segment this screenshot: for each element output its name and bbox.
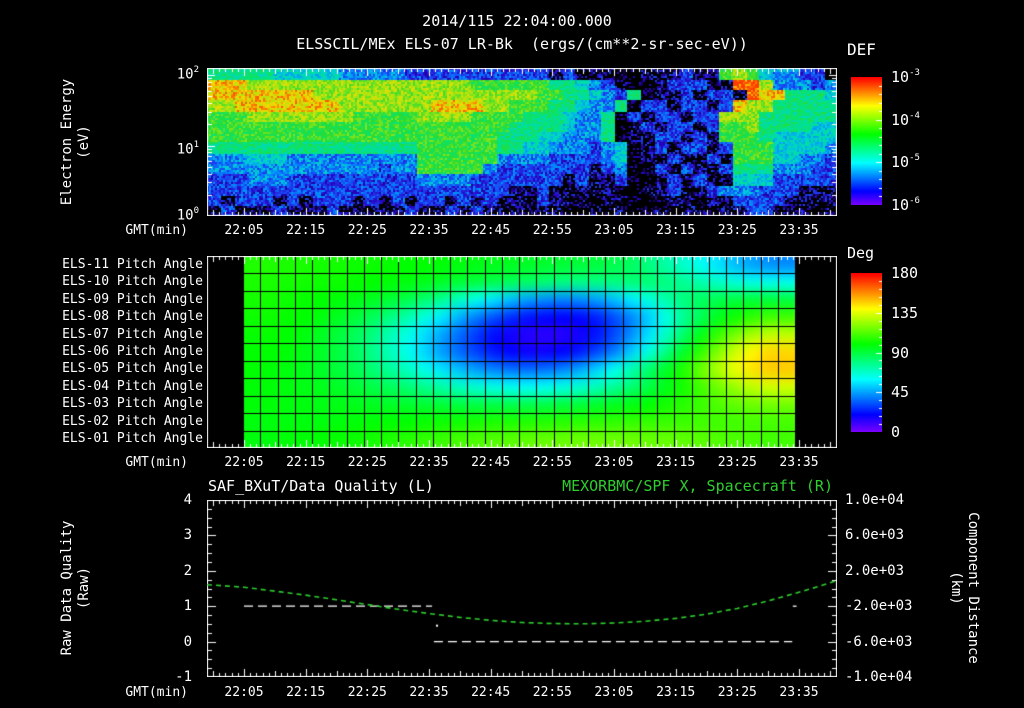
time-tick-quality-22:25: 22:25 [347,685,387,700]
time-tick-spectrogram-22:15: 22:15 [286,223,326,238]
time-tick-pitch-22:35: 22:35 [409,455,449,470]
time-tick-spectrogram-22:35: 22:35 [409,223,449,238]
quality-ytick-2: 2 [183,562,192,579]
time-tick-spectrogram-23:15: 23:15 [656,223,696,238]
time-tick-pitch-22:45: 22:45 [471,455,511,470]
def-cb-tick-2: 10-5 [891,153,920,172]
deg-cb-tick-45: 45 [891,383,910,402]
def-cb-tick-1: 10-4 [891,110,920,129]
def-cb-tick-0: 10-3 [891,68,920,86]
time-tick-spectrogram-22:45: 22:45 [471,223,511,238]
electron-energy-spectrogram [207,68,837,216]
time-tick-pitch-23:25: 23:25 [717,455,757,470]
page-subtitle: ELSSCIL/MEx ELS-07 LR-Bk (ergs/(cm**2-sr… [296,35,748,53]
quality-ytick-0: 0 [183,633,192,650]
distance-ytick-3: -2.0e+03 [845,598,913,615]
time-tick-spectrogram-22:55: 22:55 [532,223,572,238]
quality-ytick--1: -1 [175,669,192,685]
deg-cb-tick-180: 180 [891,264,919,282]
distance-ytick-0: 1.0e+04 [845,492,905,508]
pitch-row-label-8: ELS-08 Pitch Angle [62,309,203,325]
deg-cb-tick-90: 90 [891,343,910,362]
time-tick-pitch-23:35: 23:35 [779,455,819,470]
pitch-row-label-4: ELS-04 Pitch Angle [62,378,203,394]
pitch-row-label-6: ELS-06 Pitch Angle [62,343,203,359]
gmt-axis-label-pitch: GMT(min) [125,455,188,470]
def-cb-tick-3: 10-6 [891,196,920,214]
time-tick-spectrogram-23:35: 23:35 [779,223,819,238]
spec-ytick-10^1: 101 [176,140,199,158]
pitch-row-label-11: ELS-11 Pitch Angle [62,256,203,272]
quality-ytick-4: 4 [183,492,192,508]
quality-ytick-1: 1 [183,598,192,615]
distance-ytick-1: 6.0e+03 [845,527,905,544]
quality-distance-plot [207,500,837,677]
spectrogram-y-axis-label: Electron Energy (eV) [59,78,92,206]
deg-colorbar-title: Deg [847,244,875,262]
deg-cb-tick-0: 0 [891,423,901,441]
deg-colorbar [851,273,882,432]
def-colorbar [851,77,882,205]
spec-ytick-10^0: 100 [176,206,199,224]
time-tick-quality-22:15: 22:15 [286,685,326,700]
def-colorbar-title: DEF [847,40,876,59]
quality-left-title: SAF_BXuT/Data Quality (L) [208,477,434,495]
page-title: 2014/115 22:04:00.000 [422,12,612,30]
time-tick-quality-22:35: 22:35 [409,685,449,700]
quality-right-title: MEXORBMC/SPF X, Spacecraft (R) [562,477,833,495]
pitch-row-label-10: ELS-10 Pitch Angle [62,274,203,290]
time-tick-quality-22:05: 22:05 [224,685,264,700]
pitch-row-label-7: ELS-07 Pitch Angle [62,326,203,342]
gmt-axis-label-spectrogram: GMT(min) [125,223,188,238]
time-tick-quality-23:05: 23:05 [594,685,634,700]
quality-y-axis-label: Raw Data Quality (Raw) [59,520,92,656]
time-tick-quality-23:35: 23:35 [779,685,819,700]
time-tick-pitch-22:15: 22:15 [286,455,326,470]
pitch-row-label-2: ELS-02 Pitch Angle [62,413,203,429]
pitch-angle-heatmap [207,256,837,448]
spec-ytick-10^2: 102 [176,65,199,83]
distance-y-axis-label: Component Distance (km) [948,512,981,664]
time-tick-pitch-22:55: 22:55 [532,455,572,470]
distance-ytick-5: -1.0e+04 [845,669,913,685]
deg-cb-tick-135: 135 [891,303,919,322]
pitch-row-label-1: ELS-01 Pitch Angle [62,431,203,447]
time-tick-spectrogram-23:05: 23:05 [594,223,634,238]
time-tick-pitch-22:25: 22:25 [347,455,387,470]
time-tick-pitch-23:15: 23:15 [656,455,696,470]
time-tick-spectrogram-22:25: 22:25 [347,223,387,238]
gmt-axis-label-quality: GMT(min) [125,685,188,700]
pitch-row-label-9: ELS-09 Pitch Angle [62,291,203,307]
time-tick-quality-22:55: 22:55 [532,685,572,700]
time-tick-spectrogram-22:05: 22:05 [224,223,264,238]
pitch-row-label-5: ELS-05 Pitch Angle [62,361,203,377]
distance-ytick-4: -6.0e+03 [845,633,913,650]
distance-ytick-2: 2.0e+03 [845,562,905,579]
time-tick-quality-23:25: 23:25 [717,685,757,700]
pitch-row-label-3: ELS-03 Pitch Angle [62,396,203,412]
time-tick-quality-23:15: 23:15 [656,685,696,700]
time-tick-spectrogram-23:25: 23:25 [717,223,757,238]
time-tick-pitch-22:05: 22:05 [224,455,264,470]
time-tick-pitch-23:05: 23:05 [594,455,634,470]
time-tick-quality-22:45: 22:45 [471,685,511,700]
quality-ytick-3: 3 [183,527,192,544]
